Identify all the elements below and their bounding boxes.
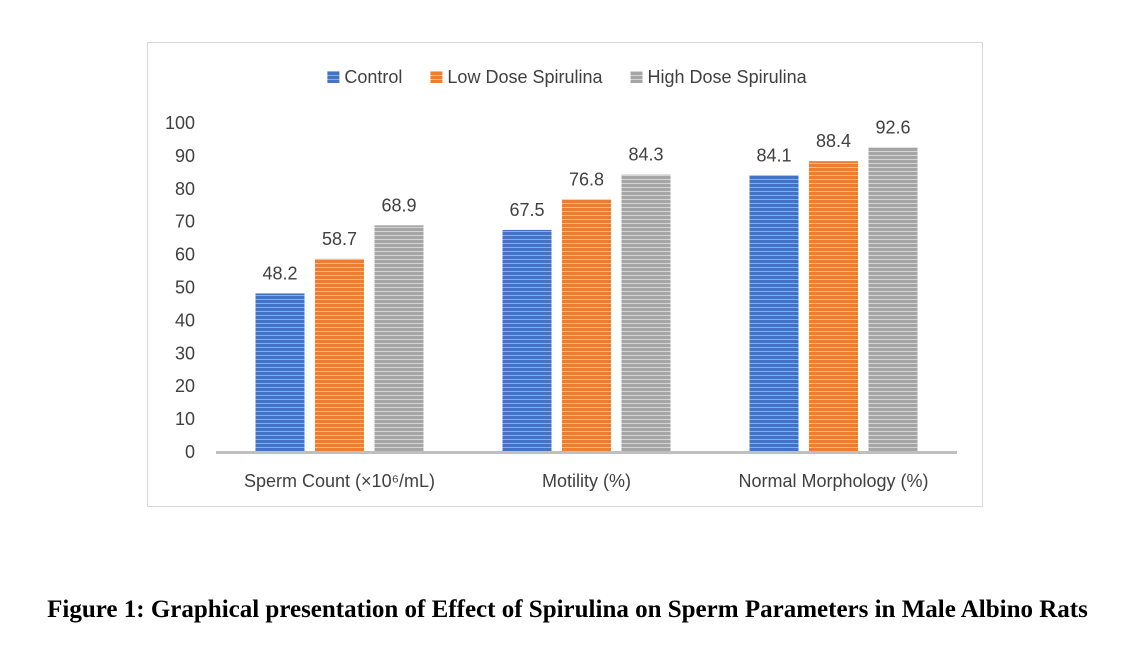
legend-item-control: Control: [327, 67, 402, 87]
y-tick-label: 70: [175, 212, 195, 232]
y-tick-label: 80: [175, 179, 195, 199]
bar-low-dose-spirulina-0: [315, 258, 364, 452]
bar-high-dose-spirulina-2: [868, 147, 918, 452]
data-label: 92.6: [875, 117, 910, 137]
bar-control-2: [749, 175, 799, 452]
x-axis-labels: Sperm Count (×10⁶/mL) Motility (%) Normal …: [244, 471, 929, 491]
y-axis-ticks: 0 10 20 30 40 50 60 70 80 90 100: [165, 113, 195, 462]
legend: Control Low Dose Spirulina High Dose Spiru…: [327, 67, 808, 87]
data-label: 84.1: [756, 145, 791, 165]
data-label: 88.4: [816, 131, 851, 151]
y-tick-label: 60: [175, 245, 195, 265]
y-tick-label: 100: [165, 113, 195, 133]
bar-high-dose-spirulina-1: [621, 174, 671, 452]
x-category-label: Normal Morphology (%): [738, 471, 928, 491]
legend-swatch: [430, 71, 443, 83]
x-category-label: Motility (%): [542, 471, 631, 491]
y-tick-label: 0: [185, 442, 195, 462]
figure-caption: Figure 1: Graphical presentation of Effe…: [47, 596, 1088, 623]
legend-label: Control: [344, 67, 402, 87]
legend-label: Low Dose Spirulina: [447, 67, 603, 87]
legend-item-low-dose-spirulina: Low Dose Spirulina: [430, 67, 603, 87]
bar-control-0: [255, 293, 305, 452]
data-label: 76.8: [569, 169, 604, 189]
legend-label: High Dose Spirulina: [648, 67, 808, 87]
legend-swatch: [630, 71, 643, 83]
data-labels: 48.2 58.7 68.9 67.5 76.8 84.3 84.1 88.4 92.6: [262, 117, 910, 283]
bar-low-dose-spirulina-1: [562, 199, 611, 452]
bar-high-dose-spirulina-0: [374, 225, 424, 452]
y-tick-label: 30: [175, 343, 195, 363]
data-label: 67.5: [509, 200, 544, 220]
y-tick-label: 40: [175, 310, 195, 330]
legend-item-high-dose-spirulina: High Dose Spirulina: [630, 67, 808, 87]
y-tick-label: 10: [175, 409, 195, 429]
y-tick-label: 20: [175, 376, 195, 396]
bar-control-1: [502, 229, 552, 452]
bars: [255, 147, 918, 452]
y-tick-label: 50: [175, 278, 195, 298]
data-label: 68.9: [381, 195, 416, 215]
y-tick-label: 90: [175, 146, 195, 166]
bar-low-dose-spirulina-2: [809, 161, 858, 452]
data-label: 58.7: [322, 229, 357, 249]
x-category-label: Sperm Count (×10⁶/mL): [244, 471, 435, 491]
legend-swatch: [327, 71, 340, 83]
data-label: 48.2: [262, 263, 297, 283]
data-label: 84.3: [628, 145, 663, 165]
